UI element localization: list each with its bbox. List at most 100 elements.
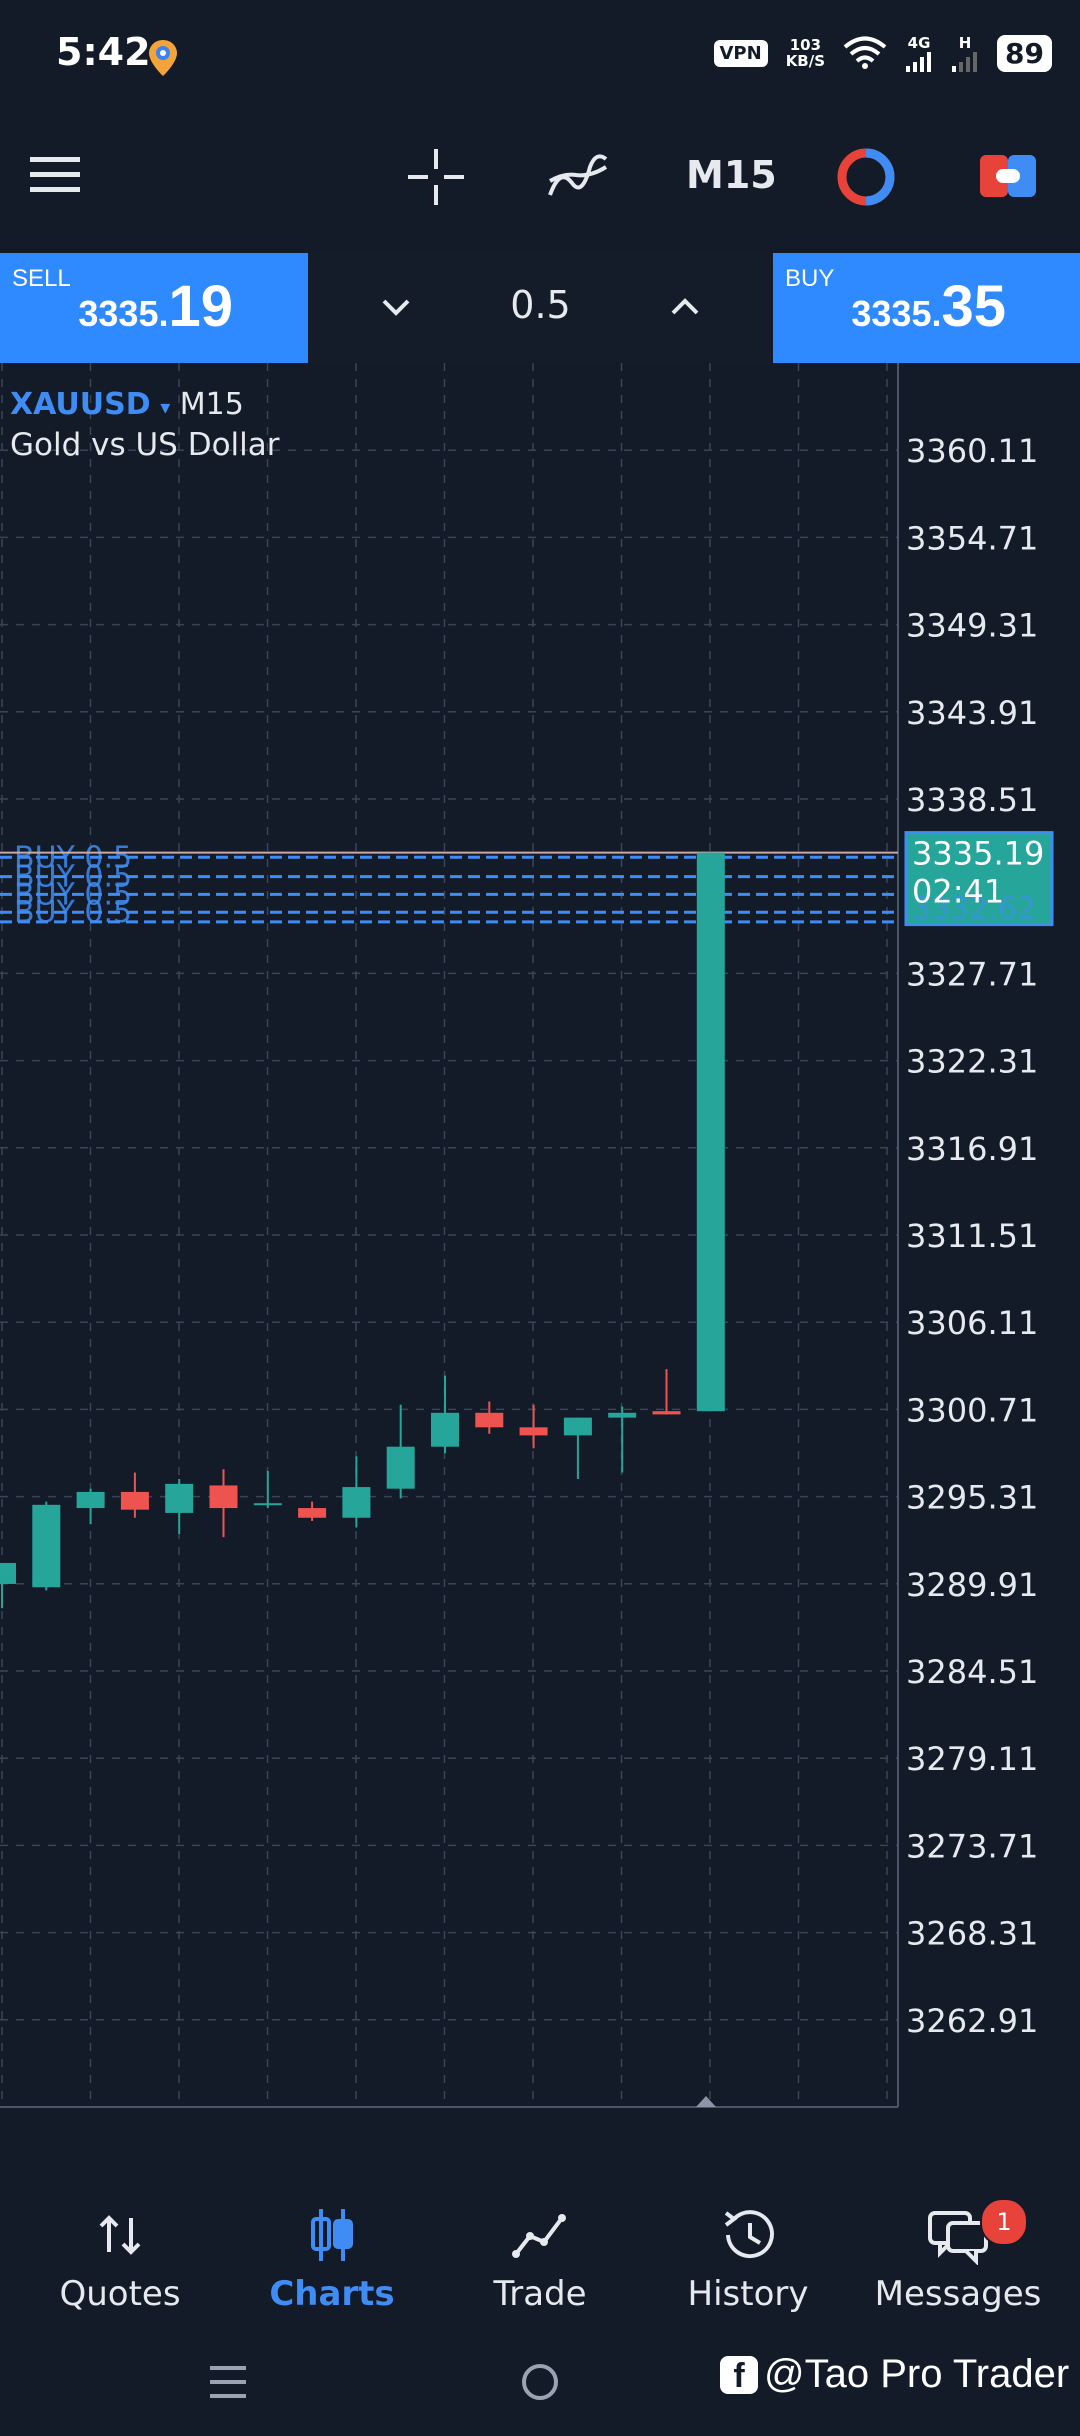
y-axis-tick-label: 3268.31 [906,1915,1038,1953]
bullish-candle [431,1412,459,1447]
sell-price: 3335.19 [78,273,233,340]
x-axis-tick-label: 1 Aug 14:30 [532,2117,727,2123]
messages-badge: 1 [980,2198,1028,2246]
recent-apps-icon[interactable] [208,2364,248,2400]
buy-price-prefix: 3335. [851,293,942,334]
bullish-candle [0,1562,16,1584]
vpn-icon: VPN [713,39,768,67]
x-axis-tick-label: 1 Aug 11:30 [4,2117,199,2123]
nav-messages-label: Messages [874,2274,1042,2314]
bearish-candle [475,1412,504,1428]
y-axis-tick-label: 3322.31 [906,1043,1038,1081]
current-price-label [904,831,1054,927]
bullish-candle [165,1483,194,1513]
symbol-name[interactable]: XAUUSD [10,387,151,422]
y-axis-tick-label: 3327.71 [906,955,1038,993]
signal-strength-icon [906,52,932,72]
nav-charts[interactable]: Charts [232,2200,432,2314]
system-navigation-bar: f @Tao Pro Trader [0,2330,1080,2436]
volume-decrease-icon[interactable] [374,285,418,329]
wifi-icon [843,36,887,69]
bullish-candle [608,1412,637,1418]
clock: 5:42 [56,30,151,74]
status-icons: VPN 103 KB/S 4G H 89 [713,34,1052,72]
buy-label: BUY [785,265,835,292]
battery-indicator: 89 [997,34,1052,72]
volume-value[interactable]: 0.5 [510,283,571,327]
y-axis-tick-label: 3349.31 [906,607,1038,645]
one-click-trading-panel: SELL 3335.19 0.5 BUY 3335.35 [0,253,1080,363]
current-price-value: 3335.19 [912,835,1044,873]
volume-increase-icon[interactable] [663,285,707,329]
buy-order-label: BUY 0.5 [14,895,132,930]
home-icon[interactable] [520,2362,560,2402]
signal-4g: 4G [905,34,933,72]
net-speed: 103 KB/S [786,37,825,69]
y-axis-tick-label: 3284.51 [906,1653,1038,1691]
chart-toolbar: M15 [0,115,1080,255]
crosshair-icon[interactable] [406,147,466,207]
bullish-candle [32,1504,61,1588]
nav-quotes-label: Quotes [59,2274,181,2314]
current-time-marker-icon [696,2096,716,2107]
nav-trade-label: Trade [493,2274,587,2314]
y-axis-tick-label: 3354.71 [906,519,1038,557]
buy-order-label: BUY 0.5 [14,840,132,875]
price-chart[interactable]: 3360.11 3354.71 3349.31 3343.91 3338.51 3327.… [0,363,1080,2155]
bullish-candle [563,1417,592,1436]
bottom-navigation: Quotes Charts Trade History 1 [0,2140,1080,2330]
location-pin-icon [149,40,177,76]
nav-trade[interactable]: Trade [440,2200,640,2314]
candle-countdown: 02:41 [912,873,1004,911]
order-price-label: 3332.62 [912,892,1036,927]
menu-icon[interactable] [30,155,82,195]
net-speed-unit: KB/S [785,52,826,70]
y-axis-tick-label: 3343.91 [906,694,1038,732]
watermark-text: @Tao Pro Trader [764,2352,1070,2396]
network-type-2: H [958,34,972,52]
bullish-candle [76,1491,105,1509]
trade-icon [512,2214,566,2258]
y-axis-tick-label: 3273.71 [906,1827,1038,1865]
sell-label: SELL [12,265,71,292]
buy-price: 3335.35 [851,273,1006,340]
indicators-icon[interactable] [546,145,610,209]
nav-history-label: History [687,2274,809,2314]
symbol-header: XAUUSD ▾ M15 [10,387,244,422]
history-icon [724,2210,774,2259]
facebook-icon: f [720,2355,758,2395]
sell-button[interactable]: SELL 3335.19 [0,253,308,363]
x-axis-tick-label: 1 Aug 13:00 [268,2117,463,2123]
objects-icon[interactable] [836,147,896,207]
trade-toggle-icon[interactable] [978,151,1038,201]
quotes-icon [99,2215,141,2255]
y-axis-tick-label: 3338.51 [906,781,1038,819]
buy-button[interactable]: BUY 3335.35 [773,253,1080,363]
bullish-candle [696,852,725,1412]
watermark: f @Tao Pro Trader [720,2352,1069,2397]
symbol-dropdown-icon[interactable]: ▾ [160,395,171,419]
chart-canvas[interactable]: 3360.11 3354.71 3349.31 3343.91 3338.51 3327.… [0,363,1080,2155]
net-speed-value: 103 [789,36,822,54]
bullish-candle [386,1446,415,1489]
bearish-candle [120,1491,149,1510]
y-axis-tick-label: 3279.11 [906,1740,1038,1778]
sell-price-pips: 19 [168,274,233,339]
y-axis-tick-label: 3306.11 [906,1304,1038,1342]
y-axis-tick-label: 3316.91 [906,1130,1038,1168]
buy-price-pips: 35 [941,274,1006,339]
y-axis-tick-label: 3300.71 [906,1391,1038,1429]
bullish-candle [253,1503,282,1506]
timeframe-button[interactable]: M15 [686,153,777,197]
nav-charts-label: Charts [269,2274,395,2314]
y-axis-tick-label: 3360.11 [906,432,1038,470]
signal-weak-icon [952,52,978,72]
symbol-description: Gold vs US Dollar [10,427,280,463]
nav-history[interactable]: History [648,2200,848,2314]
nav-messages[interactable]: 1 Messages [858,2198,1058,2314]
nav-quotes[interactable]: Quotes [20,2200,220,2314]
y-axis-tick-label: 3262.91 [906,2002,1038,2040]
y-axis-tick-label: 3311.51 [906,1217,1038,1255]
bearish-candle [652,1411,681,1415]
charts-icon [311,2209,353,2261]
